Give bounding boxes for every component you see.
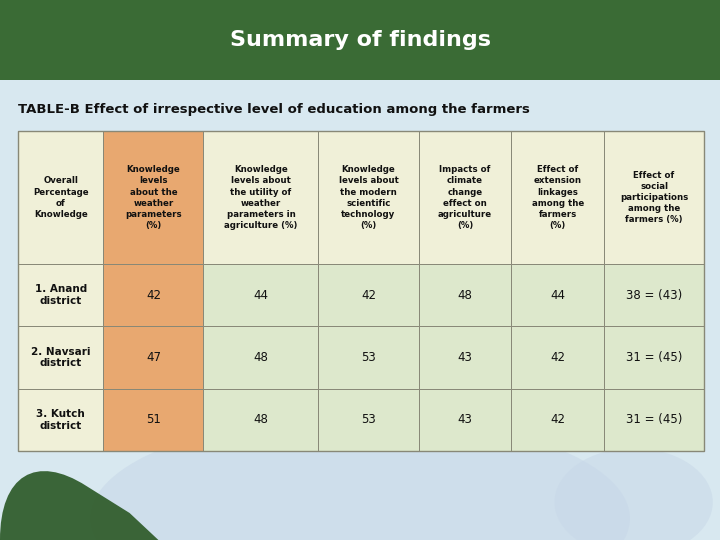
Text: Impacts of
climate
change
effect on
agriculture
(%): Impacts of climate change effect on agri… — [438, 165, 492, 230]
Bar — [511, 389, 604, 451]
Text: 48: 48 — [253, 351, 269, 364]
Bar — [318, 131, 418, 264]
Bar — [18, 389, 103, 451]
Bar — [511, 264, 604, 326]
Bar — [103, 389, 204, 451]
Text: 42: 42 — [146, 288, 161, 301]
Bar — [604, 264, 704, 326]
Bar — [418, 326, 511, 389]
Text: 38 = (43): 38 = (43) — [626, 288, 683, 301]
Bar — [318, 326, 418, 389]
Bar — [418, 389, 511, 451]
Text: 44: 44 — [253, 288, 269, 301]
Text: Summary of findings: Summary of findings — [230, 30, 490, 50]
Text: Knowledge
levels about
the modern
scientific
technology
(%): Knowledge levels about the modern scient… — [338, 165, 398, 230]
Bar — [18, 131, 103, 264]
Bar — [318, 389, 418, 451]
Text: 48: 48 — [457, 288, 472, 301]
Bar — [103, 264, 204, 326]
Bar — [204, 131, 318, 264]
Text: 42: 42 — [361, 288, 376, 301]
Ellipse shape — [554, 448, 713, 540]
Text: 48: 48 — [253, 413, 269, 426]
Text: 51: 51 — [146, 413, 161, 426]
Bar — [18, 131, 704, 451]
Bar — [0, 0, 720, 80]
Text: 53: 53 — [361, 413, 376, 426]
Text: TABLE-B Effect of irrespective level of education among the farmers: TABLE-B Effect of irrespective level of … — [18, 103, 530, 116]
Text: 43: 43 — [457, 413, 472, 426]
Bar — [418, 131, 511, 264]
Bar — [418, 264, 511, 326]
Text: Effect of
social
participations
among the
farmers (%): Effect of social participations among th… — [620, 171, 688, 224]
Bar — [18, 264, 103, 326]
Text: 42: 42 — [550, 351, 565, 364]
Text: Overall
Percentage
of
Knowledge: Overall Percentage of Knowledge — [33, 177, 89, 219]
Bar — [318, 264, 418, 326]
Text: Knowledge
levels about
the utility of
weather
parameters in
agriculture (%): Knowledge levels about the utility of we… — [224, 165, 297, 230]
Bar — [103, 131, 204, 264]
Text: 2. Navsari
district: 2. Navsari district — [31, 347, 91, 368]
Text: 31 = (45): 31 = (45) — [626, 351, 683, 364]
Bar — [204, 326, 318, 389]
Bar — [103, 326, 204, 389]
Text: 44: 44 — [550, 288, 565, 301]
Bar — [604, 131, 704, 264]
Text: 53: 53 — [361, 351, 376, 364]
Bar — [18, 131, 704, 451]
Bar — [204, 264, 318, 326]
Bar — [204, 389, 318, 451]
Ellipse shape — [90, 416, 630, 540]
Text: 3. Kutch
district: 3. Kutch district — [36, 409, 85, 430]
Bar — [511, 326, 604, 389]
Text: Knowledge
levels
about the
weather
parameters
(%): Knowledge levels about the weather param… — [125, 165, 181, 230]
PathPatch shape — [0, 471, 158, 540]
Text: 47: 47 — [146, 351, 161, 364]
Text: 43: 43 — [457, 351, 472, 364]
Bar — [511, 131, 604, 264]
Bar — [604, 389, 704, 451]
Text: 31 = (45): 31 = (45) — [626, 413, 683, 426]
Bar — [604, 326, 704, 389]
Bar — [18, 326, 103, 389]
Text: 1. Anand
district: 1. Anand district — [35, 284, 87, 306]
Text: 42: 42 — [550, 413, 565, 426]
Text: Effect of
extension
linkages
among the
farmers
(%): Effect of extension linkages among the f… — [531, 165, 584, 230]
